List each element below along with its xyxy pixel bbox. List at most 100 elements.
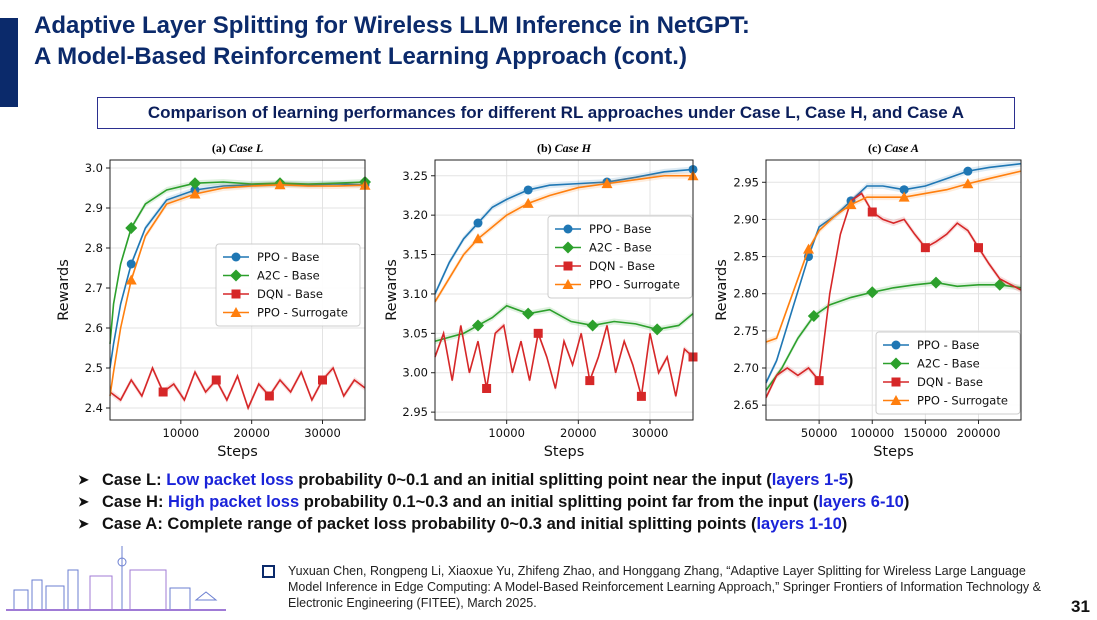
legend-item-ppo-surrogate: PPO - Surrogate: [555, 278, 680, 292]
data-point: [522, 307, 535, 320]
y-tick-label: 2.9: [85, 201, 103, 215]
bullet-prefix: Case H:: [102, 493, 169, 511]
x-axis-label: Steps: [217, 444, 258, 460]
reference-citation: Yuxuan Chen, Rongpeng Li, Xiaoxue Yu, Zh…: [288, 564, 1041, 610]
chart-svg: (b) Case H 2.95 3.00 3.05 3.10 3.15 3.20 3.25 10…: [384, 141, 699, 460]
x-tick-label: 20000: [233, 426, 270, 440]
x-tick-label: 50000: [801, 426, 838, 440]
legend-label: PPO - Surrogate: [257, 306, 348, 320]
city-skyline-illustration: [6, 546, 226, 611]
data-point: [523, 185, 533, 195]
data-point: [482, 383, 492, 393]
data-point: [586, 319, 599, 332]
series-line: [765, 162, 1022, 384]
y-tick-label: 2.7: [85, 281, 103, 295]
bullet-highlight: Low packet loss: [166, 471, 294, 489]
legend-marker: [891, 377, 901, 387]
chart-case-a: (c) Case A 2.65 2.70 2.75 2.80 2.85 2.90 2.95 50…: [708, 138, 1048, 460]
data-point: [651, 323, 664, 336]
panel-letter: (a): [212, 141, 229, 155]
y-tick-label: 3.0: [85, 161, 103, 175]
legend-frame: [875, 331, 1021, 415]
legend-frame: [547, 215, 693, 299]
data-point: [473, 218, 483, 228]
case-bullets: ➤ Case L: Low packet loss probability 0~…: [78, 469, 909, 535]
x-tick-label: 10000: [163, 426, 200, 440]
data-point: [993, 278, 1006, 291]
legend-item-dqn-base: DQN - Base: [555, 259, 655, 273]
series-a2c-base: [765, 276, 1022, 394]
chart-legend: PPO - Base A2C - Base DQN - Base PPO - Surr…: [547, 215, 693, 299]
panel-letter: (c): [868, 141, 884, 155]
legend-item-dqn-base: DQN - Base: [883, 375, 983, 389]
x-axis-label: Steps: [544, 444, 585, 460]
data-point: [211, 375, 221, 385]
series-ppo-base: [434, 164, 698, 297]
data-point: [472, 319, 484, 332]
slide-title-line2: A Model-Based Reinforcement Learning App…: [34, 43, 687, 70]
data-point: [533, 328, 543, 338]
bullet-case-l: ➤ Case L: Low packet loss probability 0~…: [78, 469, 909, 491]
x-tick-label: 150000: [903, 426, 947, 440]
series-confidence-band: [110, 365, 365, 411]
y-tick-label: 2.6: [85, 321, 103, 335]
data-point: [522, 197, 534, 208]
legend-label: PPO - Base: [589, 222, 651, 236]
legend-item-ppo-base: PPO - Base: [223, 250, 319, 264]
legend-label: PPO - Base: [917, 338, 979, 352]
y-tick-label: 2.90: [733, 212, 759, 226]
legend-marker: [562, 241, 574, 254]
data-point: [189, 188, 201, 199]
y-tick-label: 3.00: [402, 366, 428, 380]
series-confidence-band: [435, 322, 693, 400]
series-ppo-surrogate: [109, 179, 371, 399]
data-point: [318, 375, 327, 385]
arrow-bullet-icon: ➤: [78, 516, 89, 531]
x-tick-label: 10000: [488, 426, 525, 440]
legend-marker: [563, 224, 573, 234]
data-point: [845, 199, 857, 210]
legend-item-a2c-base: A2C - Base: [555, 241, 652, 255]
bullet-prefix: Case A: Complete range of packet loss pr…: [102, 515, 757, 533]
legend-item-ppo-base: PPO - Base: [883, 338, 979, 352]
legend-item-ppo-surrogate: PPO - Surrogate: [883, 394, 1008, 408]
y-tick-label: 2.8: [85, 241, 103, 255]
y-tick-label: 3.15: [402, 248, 428, 262]
bullet-prefix: Case L:: [102, 471, 167, 489]
series-dqn-base: [109, 365, 366, 411]
legend-frame: [215, 243, 361, 327]
legend-label: DQN - Base: [257, 287, 323, 301]
y-tick-label: 2.65: [733, 398, 759, 412]
x-tick-label: 20000: [560, 426, 597, 440]
y-axis-label: Rewards: [714, 259, 730, 321]
panel-case-name: Case H: [555, 141, 592, 155]
series-ppo-surrogate: [765, 168, 1022, 345]
bullet-highlight2: layers 6-10: [818, 493, 904, 511]
legend-label: DQN - Base: [589, 259, 655, 273]
slide-title: Adaptive Layer Splitting for Wireless LL…: [34, 10, 750, 72]
data-point: [803, 243, 814, 254]
x-tick-label: 100000: [850, 426, 894, 440]
bullet-highlight2: layers 1-5: [771, 471, 848, 489]
data-point: [472, 233, 484, 244]
accent-bar: [0, 18, 18, 107]
plot-frame: [434, 159, 694, 421]
legend-marker: [230, 307, 242, 317]
panel-title: (c) Case A: [868, 141, 919, 155]
legend-marker: [230, 269, 242, 282]
data-point: [636, 391, 646, 401]
data-point: [125, 222, 138, 234]
series-line: [434, 304, 694, 342]
data-point: [963, 166, 973, 176]
x-tick-label: 30000: [304, 426, 341, 440]
legend-marker: [231, 289, 241, 299]
slide-subtitle: Comparison of learning performances for …: [97, 97, 1015, 129]
data-point: [601, 178, 613, 189]
plot-frame: [109, 159, 366, 421]
y-tick-label: 2.85: [733, 250, 759, 264]
data-point: [274, 179, 286, 190]
bullet-highlight: High packet loss: [168, 493, 300, 511]
slide-subtitle-text: Comparison of learning performances for …: [147, 103, 965, 122]
y-axis-label: Rewards: [56, 259, 72, 321]
y-axis-label: Rewards: [384, 259, 400, 321]
